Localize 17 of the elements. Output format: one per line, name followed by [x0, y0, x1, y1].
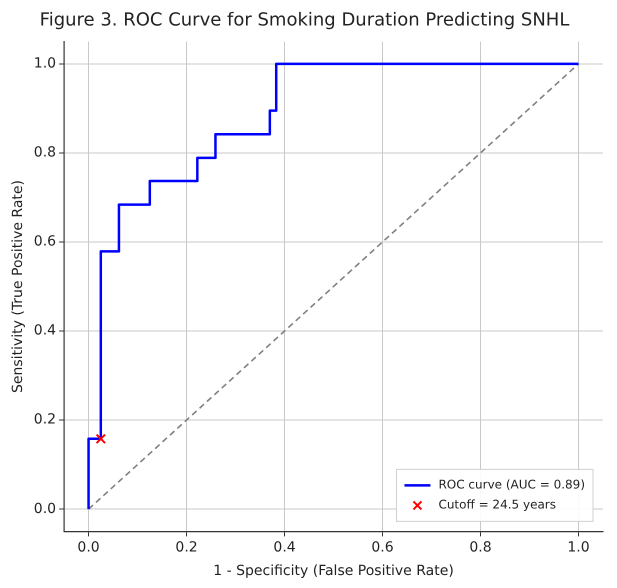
chart-title: Figure 3. ROC Curve for Smoking Duration Predicting SNHL: [40, 9, 570, 30]
y-axis-title: Sensitivity (True Positive Rate): [10, 180, 26, 393]
legend-label: ROC curve (AUC = 0.89): [438, 478, 586, 492]
x-axis-title: 1 - Specificity (False Positive Rate): [213, 563, 454, 580]
legend-label: Cutoff = 24.5 years: [438, 498, 556, 512]
y-tick-label: 0.2: [34, 412, 56, 428]
x-tick-label: 0.4: [273, 539, 296, 556]
y-tick-label: 0.0: [34, 500, 56, 517]
x-tick-label: 0.0: [77, 539, 100, 556]
y-tick-label: 1.0: [34, 56, 56, 72]
x-tick-label: 0.8: [469, 539, 492, 556]
x-tick-label: 0.2: [175, 539, 198, 556]
y-tick-label: 0.8: [34, 144, 56, 161]
x-tick-label: 0.6: [371, 539, 394, 556]
y-tick-label: 0.4: [34, 322, 56, 339]
y-tick-label: 0.6: [34, 234, 56, 250]
x-tick-label: 1.0: [567, 539, 590, 556]
